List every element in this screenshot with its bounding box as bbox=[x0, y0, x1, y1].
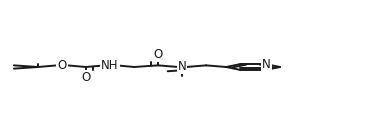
Text: O: O bbox=[57, 59, 67, 72]
Text: O: O bbox=[154, 49, 163, 62]
Text: NH: NH bbox=[101, 59, 119, 72]
Text: N: N bbox=[178, 60, 187, 74]
Text: N: N bbox=[262, 58, 271, 71]
Text: O: O bbox=[81, 71, 91, 84]
